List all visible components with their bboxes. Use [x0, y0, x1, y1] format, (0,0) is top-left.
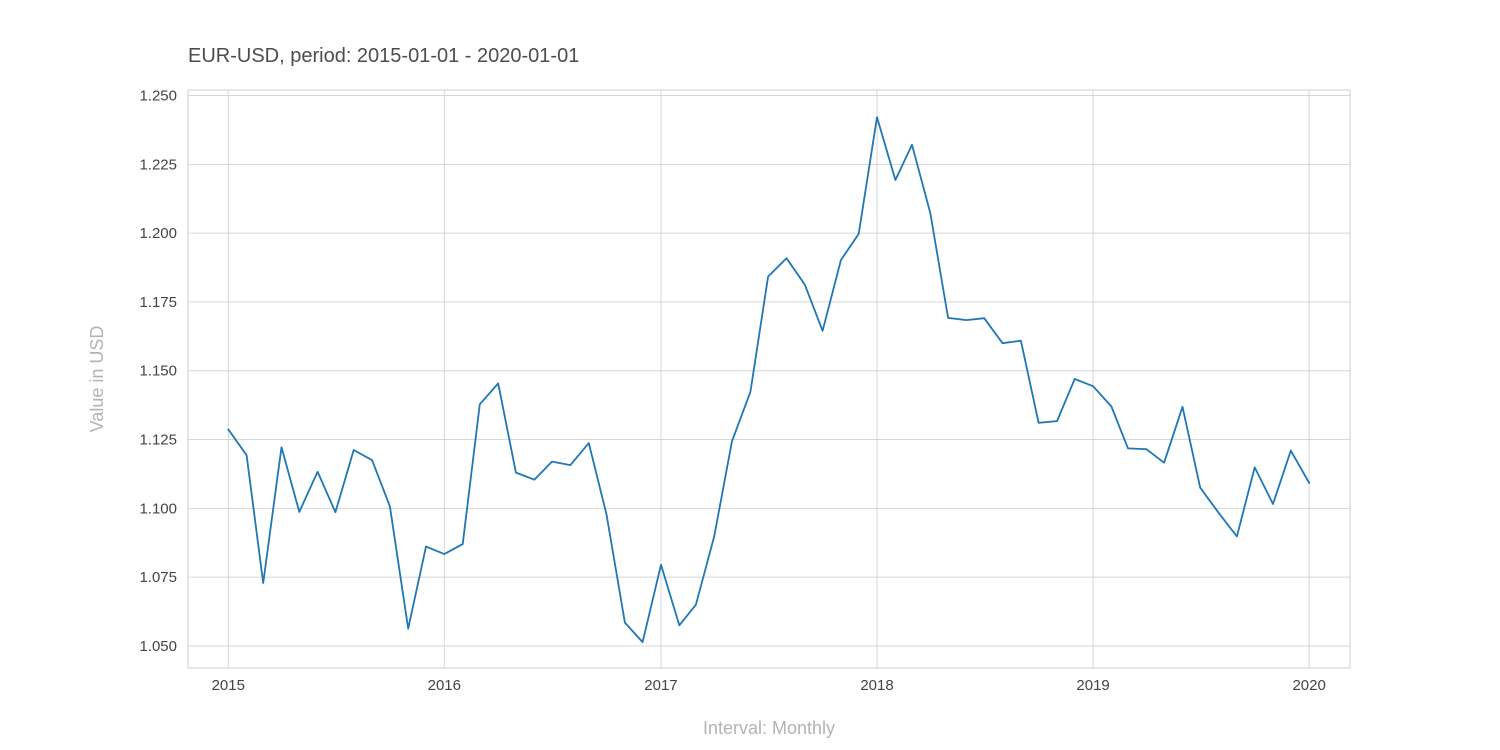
- x-tick-label: 2018: [860, 677, 893, 694]
- plot-frame: [187, 89, 1351, 669]
- y-tick-label: 1.150: [139, 363, 177, 380]
- x-tick-label: 2016: [428, 677, 461, 694]
- series-layer: [227, 116, 1311, 643]
- x-tick-label: 2015: [212, 677, 245, 694]
- x-tick-label: 2019: [1076, 677, 1109, 694]
- y-tick-label: 1.225: [139, 156, 177, 173]
- chart-title: EUR-USD, period: 2015-01-01 - 2020-01-01: [188, 45, 579, 67]
- y-axis-label: Value in USD: [87, 326, 107, 433]
- y-tick-label: 1.125: [139, 432, 177, 449]
- y-tick-label: 1.200: [139, 225, 177, 242]
- x-axis-label: Interval: Monthly: [703, 718, 835, 738]
- y-tick-label: 1.175: [139, 294, 177, 311]
- x-tick-label: 2020: [1292, 677, 1325, 694]
- series-line: [227, 116, 1311, 643]
- y-tick-label: 1.100: [139, 500, 177, 517]
- x-tick-label: 2017: [644, 677, 677, 694]
- tick-labels: 1.050 1.075 1.100 1.125 1.150 1.175 1.200 1.225…: [139, 88, 1325, 694]
- y-tick-label: 1.250: [139, 88, 177, 105]
- y-tick-label: 1.050: [139, 638, 177, 655]
- grid: [188, 90, 1350, 668]
- y-tick-label: 1.075: [139, 569, 177, 586]
